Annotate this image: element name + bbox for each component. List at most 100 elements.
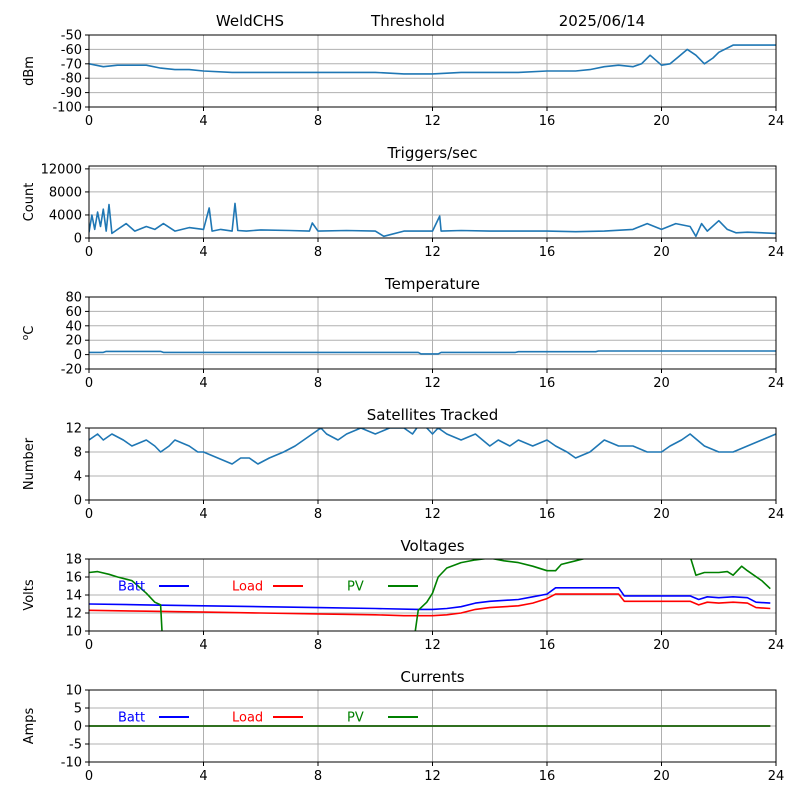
y-tick-label-1: 0: [74, 348, 82, 363]
x-tick-label-5: 20: [653, 638, 670, 653]
x-tick-label-5: 20: [653, 245, 670, 260]
x-tick-label-5: 20: [653, 376, 670, 391]
y-axis-label: Amps: [22, 707, 37, 744]
panel-title: Voltages: [400, 537, 464, 555]
x-tick-label-6: 24: [768, 638, 785, 653]
x-tick-label-0: 0: [85, 376, 93, 391]
plot-frame: [88, 165, 777, 239]
x-tick-label-6: 24: [768, 245, 785, 260]
series-line-pv: [89, 559, 771, 631]
y-tick-label-1: -5: [69, 738, 82, 753]
plot-frame: [88, 34, 777, 108]
x-tick-label-2: 8: [314, 114, 322, 129]
x-tick-label-1: 4: [199, 245, 207, 260]
x-tick-label-4: 16: [539, 769, 556, 784]
chart-panel-3: 0 4 8 12 16 20 24 0 4 8 12 Satellites Tracked Number: [22, 406, 784, 522]
y-tick-label-0: -20: [61, 363, 82, 378]
y-tick-label-0: 0: [74, 232, 82, 247]
y-axis-label: Count: [22, 183, 37, 222]
y-tick-label-0: -100: [52, 101, 82, 116]
y-tick-label-2: 14: [65, 589, 82, 604]
x-tick-label-0: 0: [85, 245, 93, 260]
y-axis-label: dBm: [22, 56, 37, 86]
y-tick-label-2: 8000: [49, 185, 82, 200]
x-tick-label-1: 4: [199, 769, 207, 784]
legend: Batt Load PV: [118, 711, 418, 726]
x-tick-label-4: 16: [539, 638, 556, 653]
x-tick-label-1: 4: [199, 507, 207, 522]
x-tick-label-3: 12: [424, 769, 441, 784]
celsius-letter: C: [22, 326, 37, 335]
y-tick-label-2: 8: [74, 446, 82, 461]
x-tick-label-0: 0: [85, 638, 93, 653]
y-tick-label-2: 0: [74, 720, 82, 735]
x-tick-label-0: 0: [85, 507, 93, 522]
header-date: 2025/06/14: [559, 12, 645, 30]
x-tick-label-5: 20: [653, 114, 670, 129]
y-axis-label: Number: [22, 437, 37, 490]
chart-panel-1: 0 4 8 12 16 20 24 0 4000 8000 12000 Triggers/sec Cou…: [22, 144, 784, 260]
series-line-0: [89, 44, 776, 75]
x-tick-label-3: 12: [424, 507, 441, 522]
x-tick-label-1: 4: [199, 114, 207, 129]
y-tick-label-1: 4: [74, 470, 82, 485]
y-tick-label-0: 10: [65, 625, 82, 640]
y-tick-label-1: 12: [65, 607, 82, 622]
x-tick-label-6: 24: [768, 114, 785, 129]
y-tick-label-5: -50: [61, 29, 82, 44]
y-tick-label-1: 4000: [49, 208, 82, 223]
x-tick-label-6: 24: [768, 769, 785, 784]
y-axis-label: oC: [21, 326, 37, 341]
y-tick-label-3: -70: [61, 57, 82, 72]
y-tick-label-0: -10: [61, 756, 82, 771]
y-tick-label-3: 12: [65, 422, 82, 437]
x-tick-label-2: 8: [314, 638, 322, 653]
series-group: [89, 428, 776, 465]
series-line-0: [89, 350, 776, 355]
y-tick-label-2: -80: [61, 72, 82, 87]
x-tick-label-1: 4: [199, 638, 207, 653]
y-tick-label-5: 80: [65, 291, 82, 306]
y-tick-label-3: 5: [74, 702, 82, 717]
series-group: [89, 202, 776, 238]
x-tick-label-5: 20: [653, 769, 670, 784]
x-tick-label-4: 16: [539, 245, 556, 260]
x-tick-label-4: 16: [539, 114, 556, 129]
plot-frame: [88, 296, 777, 370]
legend-label-pv: PV: [347, 711, 364, 726]
legend-label-load: Load: [232, 580, 263, 595]
series-line-0: [89, 428, 776, 465]
x-tick-label-0: 0: [85, 769, 93, 784]
chart-panel-0: 0 4 8 12 16 20 24 -100-90-80-70-60-50 dBm: [22, 29, 784, 130]
plot-frame: [88, 427, 777, 501]
y-axis-label: Volts: [22, 579, 37, 611]
x-tick-label-3: 12: [424, 638, 441, 653]
y-tick-label-4: -60: [61, 43, 82, 58]
y-tick-label-4: 10: [65, 684, 82, 699]
legend-label-load: Load: [232, 711, 263, 726]
chart-panel-5: 0 4 8 12 16 20 24 -10 -5 0 5 10 Currents Amps Batt Load…: [22, 668, 784, 784]
series-group: [89, 559, 771, 631]
y-tick-label-4: 60: [65, 305, 82, 320]
x-tick-label-0: 0: [85, 114, 93, 129]
x-tick-label-2: 8: [314, 376, 322, 391]
panel-title: Currents: [400, 668, 464, 686]
chart-panel-4: 0 4 8 12 16 20 24 10 12 14 16 18 Voltages Volts Batt Lo…: [22, 537, 784, 653]
x-tick-label-4: 16: [539, 376, 556, 391]
degree-superscript: o: [21, 334, 31, 340]
series-line-load: [89, 593, 771, 617]
y-tick-label-3: 16: [65, 571, 82, 586]
y-tick-label-2: 20: [65, 334, 82, 349]
x-tick-label-6: 24: [768, 507, 785, 522]
x-tick-label-2: 8: [314, 507, 322, 522]
legend-label-pv: PV: [347, 580, 364, 595]
y-tick-label-1: -90: [61, 86, 82, 101]
series-group: [89, 350, 776, 355]
panel-title: Satellites Tracked: [367, 406, 498, 424]
y-tick-label-0: 0: [74, 494, 82, 509]
series-line-batt: [89, 587, 771, 611]
series-line-0: [89, 202, 776, 238]
